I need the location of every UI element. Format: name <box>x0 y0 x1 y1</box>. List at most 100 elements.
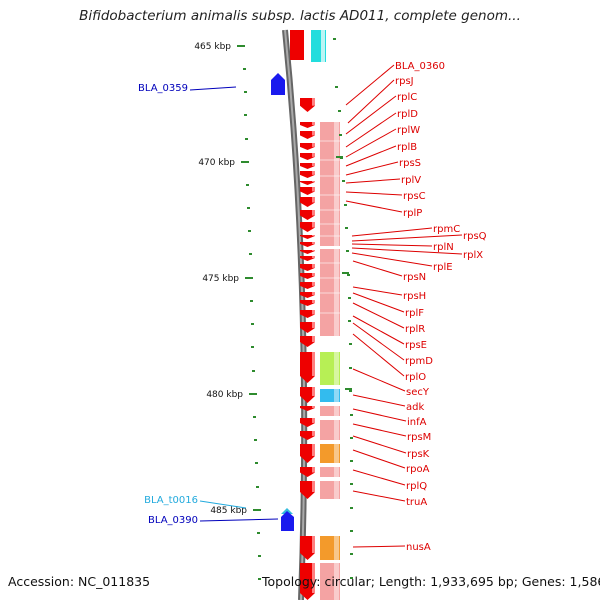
gene-arrow[interactable] <box>300 481 315 499</box>
gene-arrow[interactable] <box>300 143 315 150</box>
gene-arrow[interactable] <box>300 187 315 195</box>
gene-arrow[interactable] <box>300 131 315 139</box>
gene-arrow[interactable] <box>300 242 315 247</box>
gene-label[interactable]: secY <box>406 387 430 398</box>
gene-arrow[interactable] <box>300 292 315 298</box>
gene-label[interactable]: rpsE <box>405 340 427 351</box>
gene-arrow-top[interactable] <box>290 30 304 60</box>
gene-label[interactable]: rpoA <box>406 464 430 475</box>
scale-label: 485 kbp <box>210 506 247 516</box>
scale-tick-right <box>349 367 352 369</box>
topology-text: Topology: circular; Length: 1,933,695 bp… <box>262 574 600 589</box>
gene-label[interactable]: rplE <box>433 262 453 273</box>
label-leader <box>347 79 395 124</box>
gene-label[interactable]: rpsK <box>407 449 430 460</box>
gene-arrow[interactable] <box>300 282 315 289</box>
gene-label[interactable]: rplQ <box>406 481 427 492</box>
gene-arrow[interactable] <box>300 467 315 477</box>
gene-arrow-bla0359[interactable] <box>271 73 285 95</box>
gene-label[interactable]: rplR <box>405 324 425 335</box>
gene-arrow[interactable] <box>300 256 315 261</box>
gene-arrow[interactable] <box>300 352 315 383</box>
gene-arrow[interactable] <box>300 122 315 128</box>
gene-arrow-highlight <box>312 264 315 268</box>
gene-label[interactable]: BLA_0390 <box>148 515 198 526</box>
gene-label[interactable]: truA <box>406 497 427 508</box>
scale-label: 480 kbp <box>206 390 243 400</box>
gene-label[interactable]: rplD <box>397 109 418 120</box>
gene-arrow[interactable] <box>300 300 315 306</box>
scale-tick-minor <box>255 462 258 464</box>
feature-block[interactable] <box>320 467 340 477</box>
label-leader <box>345 112 397 148</box>
gene-label[interactable]: rplO <box>405 372 426 383</box>
gene-label[interactable]: rplW <box>397 125 420 136</box>
gene-arrow[interactable] <box>300 171 315 178</box>
gene-arrow[interactable] <box>300 250 315 254</box>
gene-label[interactable]: rplN <box>433 242 454 253</box>
gene-label[interactable]: rpsN <box>403 272 426 283</box>
gene-arrow[interactable] <box>300 273 315 279</box>
gene-label[interactable]: nusA <box>406 542 431 553</box>
gene-arrow[interactable] <box>300 264 315 271</box>
gene-arrow[interactable] <box>300 418 315 427</box>
gene-label[interactable]: rpsS <box>399 158 421 169</box>
gene-label[interactable]: rpsC <box>403 191 426 202</box>
scale-tick-minor <box>258 555 261 557</box>
feature-block[interactable] <box>320 444 340 463</box>
label-leader <box>352 333 405 377</box>
gene-arrow[interactable] <box>300 98 315 112</box>
gene-label[interactable]: rpsJ <box>395 76 414 87</box>
gene-arrow[interactable] <box>300 222 315 232</box>
gene-arrow-bla0390[interactable] <box>281 511 294 531</box>
label-leader <box>351 247 463 255</box>
gene-label[interactable]: rpmD <box>405 356 433 367</box>
feature-block[interactable] <box>320 481 340 499</box>
gene-label[interactable]: rpsM <box>407 432 431 443</box>
gene-arrow[interactable] <box>300 336 315 347</box>
gene-label[interactable]: BLA_0359 <box>138 83 188 94</box>
gene-arrow[interactable] <box>300 387 315 403</box>
gene-arrow[interactable] <box>300 310 315 318</box>
feature-block[interactable] <box>320 406 340 416</box>
gene-cyan-highlight <box>321 30 325 62</box>
gene-label[interactable]: rpmC <box>433 224 460 235</box>
gene-label[interactable]: infA <box>407 417 427 428</box>
gene-arrow[interactable] <box>300 163 315 169</box>
scale-label: 475 kbp <box>202 274 239 284</box>
gene-label[interactable]: rplF <box>405 308 424 319</box>
gene-label[interactable]: rplV <box>401 175 421 186</box>
gene-label[interactable]: BLA_t0016 <box>144 495 198 506</box>
gene-arrow[interactable] <box>300 181 315 185</box>
gene-arrow[interactable] <box>300 197 315 207</box>
feature-block[interactable] <box>320 563 340 600</box>
gene-arrow[interactable] <box>300 322 315 333</box>
gene-label[interactable]: adk <box>406 402 424 413</box>
gene-arrow[interactable] <box>300 563 315 600</box>
scale-tick-right <box>350 507 353 509</box>
gene-arrow[interactable] <box>300 444 315 463</box>
gene-label[interactable]: rplX <box>463 250 483 261</box>
scale-tick-minor <box>243 68 246 70</box>
scale-tick-right <box>350 530 353 532</box>
feature-block[interactable] <box>320 536 340 560</box>
gene-arrow[interactable] <box>300 153 315 160</box>
gene-label[interactable]: rplC <box>397 92 417 103</box>
gene-arrow[interactable] <box>300 210 315 220</box>
gene-arrow[interactable] <box>300 406 315 411</box>
gene-label[interactable]: rpsQ <box>463 231 487 242</box>
gene-arrow-highlight <box>312 444 315 456</box>
gene-label[interactable]: rpsH <box>403 291 426 302</box>
gene-label[interactable]: rplB <box>397 142 417 153</box>
feature-block[interactable] <box>320 352 340 385</box>
feature-block[interactable] <box>320 389 340 402</box>
feature-block[interactable] <box>320 122 340 246</box>
gene-arrow[interactable] <box>300 431 315 440</box>
gene-arrow[interactable] <box>300 235 315 239</box>
feature-block[interactable] <box>320 420 340 440</box>
gene-label[interactable]: BLA_0360 <box>395 61 445 72</box>
gene-arrow[interactable] <box>300 536 315 560</box>
gene-label[interactable]: rplP <box>403 208 422 219</box>
